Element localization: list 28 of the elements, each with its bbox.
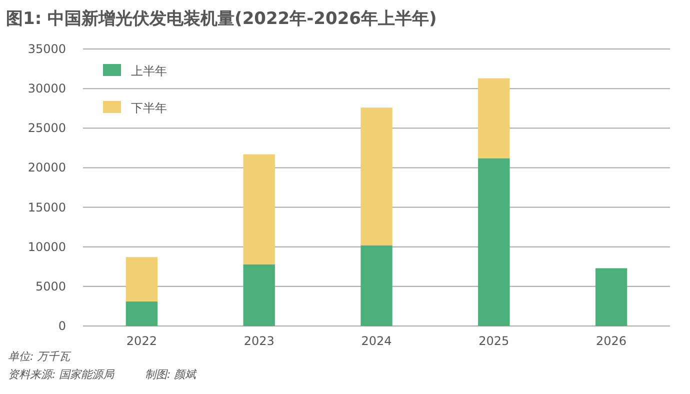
y-tick-label: 5000 (35, 279, 66, 294)
chart-title: 图1: 中国新增光伏发电装机量(2022年-2026年上半年) (6, 9, 437, 29)
bar (360, 108, 392, 246)
bar (595, 268, 628, 326)
bar (478, 158, 510, 326)
legend-label: 上半年 (131, 64, 167, 78)
text: 制图: 颜斌 (145, 368, 198, 381)
y-tick-label: 10000 (28, 240, 66, 254)
y-tick-label: 15000 (28, 200, 66, 214)
legend-label: 下半年 (131, 101, 167, 115)
bar (126, 257, 158, 302)
y-tick-label: 0 (58, 319, 66, 333)
bar (126, 301, 158, 326)
y-tick-label: 20000 (28, 160, 66, 175)
bar (243, 264, 275, 326)
text: 单位: 万千瓦 (8, 350, 72, 363)
x-tick-label: 2026 (596, 334, 627, 348)
bar (360, 245, 392, 326)
x-tick-label: 2022 (126, 334, 157, 348)
y-tick-label: 30000 (28, 82, 66, 96)
bar (243, 154, 275, 264)
x-tick-label: 2025 (478, 334, 510, 348)
x-tick-label: 2023 (244, 334, 274, 348)
y-tick-label: 25000 (28, 121, 66, 136)
text: 资料来源: 国家能源局 (8, 368, 116, 381)
x-tick-label: 2024 (361, 334, 392, 348)
y-tick-label: 35000 (28, 42, 66, 56)
bar (478, 78, 510, 158)
